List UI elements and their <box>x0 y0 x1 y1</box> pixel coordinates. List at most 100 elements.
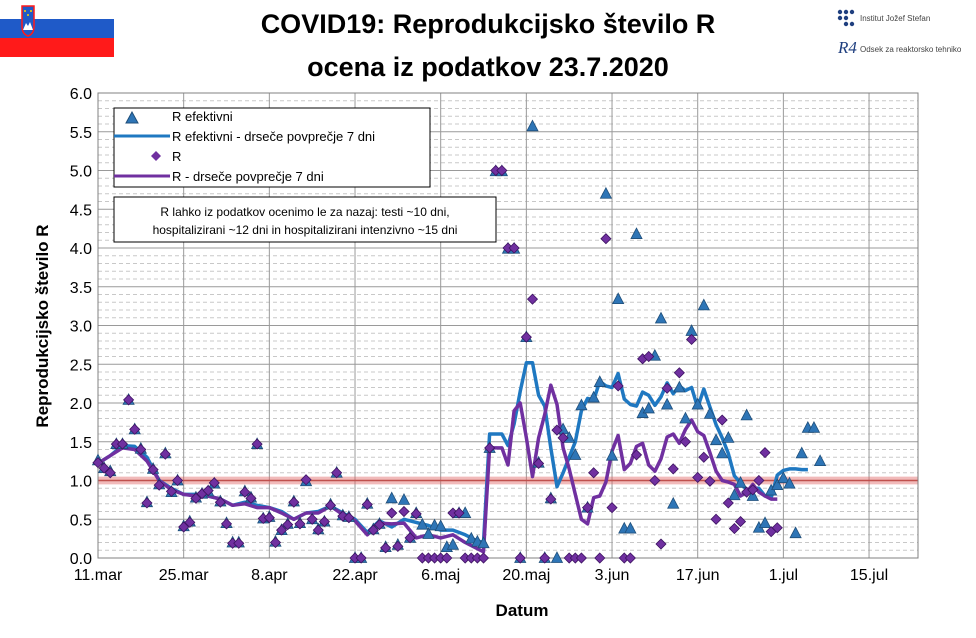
legend-triangle-marker <box>125 110 139 124</box>
x-tick-label: 6.maj <box>421 567 460 584</box>
slovenia-flag-logo <box>0 0 114 57</box>
r-point <box>734 516 747 528</box>
x-tick-label: 1.jul <box>769 567 798 584</box>
r-point <box>123 394 135 406</box>
r-point <box>153 479 165 491</box>
legend-r: R <box>172 149 181 164</box>
r-point <box>698 451 710 463</box>
r-point <box>692 471 704 483</box>
r-eff-point <box>385 491 398 504</box>
r-point <box>630 449 643 461</box>
r-eff-point <box>642 401 655 414</box>
r-point <box>282 519 294 531</box>
r-point <box>728 522 740 535</box>
r-point <box>404 532 416 544</box>
r-point <box>202 485 214 497</box>
r-point <box>300 474 312 486</box>
r-point <box>557 432 569 444</box>
r-point <box>276 524 288 536</box>
r-point <box>220 518 233 530</box>
r-eff-point <box>605 448 619 461</box>
r-point <box>165 485 177 497</box>
r-eff-point <box>716 446 729 459</box>
r-eff-point <box>550 551 564 563</box>
r-eff-point <box>758 516 772 529</box>
r-point <box>441 552 453 564</box>
r-point <box>398 505 410 518</box>
r-point <box>581 502 594 514</box>
r-point <box>710 513 722 525</box>
r-point <box>600 233 612 245</box>
r-eff-point <box>611 292 625 305</box>
r-point <box>373 519 386 531</box>
r-point <box>233 537 245 549</box>
r-eff-point <box>734 475 747 488</box>
chart-title-line1: COVID19: Reprodukcijsko število R <box>260 9 716 39</box>
r-eff-point <box>771 478 784 491</box>
r-point <box>686 333 698 346</box>
x-axis-label: Datum <box>496 601 549 620</box>
r-point <box>129 423 141 435</box>
legend-r-eff: R efektivni <box>172 109 233 124</box>
r-eff-point <box>526 119 539 132</box>
r-point <box>159 448 171 460</box>
r-eff-point <box>709 433 723 446</box>
r-eff-point <box>703 406 717 419</box>
r-point <box>312 524 324 536</box>
annotation-box <box>113 196 497 243</box>
r-point <box>318 516 330 528</box>
r-point <box>533 457 545 470</box>
r-eff-point <box>673 380 686 393</box>
r-point <box>526 293 539 305</box>
y-tick-label: 4.0 <box>70 241 92 258</box>
r-point <box>239 486 251 498</box>
r-point <box>263 512 275 524</box>
series-layer <box>91 119 827 564</box>
r-point <box>575 552 587 564</box>
r-point <box>141 497 153 509</box>
r-point <box>606 502 618 514</box>
legend-r-eff-avg: R efektivni - drseče povprečje 7 dni <box>172 129 375 144</box>
r-point <box>288 496 300 508</box>
r-eff-point <box>691 397 704 410</box>
x-tick-label: 20.maj <box>502 567 550 584</box>
r-eff-point <box>630 227 643 239</box>
r-point <box>722 497 734 509</box>
r-point <box>484 442 496 454</box>
r-point <box>171 474 184 487</box>
r-point <box>245 492 257 504</box>
r-point <box>624 552 636 564</box>
y-tick-label: 0.0 <box>70 551 92 568</box>
r-point <box>135 443 147 456</box>
r-eff-point <box>807 420 821 433</box>
y-tick-label: 3.5 <box>70 280 92 297</box>
r-point <box>667 463 679 475</box>
annotation: R lahko iz podatkov ocenimo le za nazaj:… <box>113 196 497 243</box>
x-tick-label: 8.apr <box>251 567 288 584</box>
r-point <box>753 474 765 487</box>
r-point <box>269 536 282 549</box>
r-point <box>716 414 728 426</box>
x-tick-label: 25.mar <box>159 567 209 584</box>
r-point <box>178 521 190 533</box>
legend-r-avg: R - drseče povprečje 7 dni <box>172 169 324 184</box>
r-eff-point <box>667 496 680 509</box>
r-point <box>545 493 557 505</box>
r-eff-point <box>777 471 790 484</box>
r-eff-point <box>575 398 588 411</box>
threshold-band <box>98 476 918 485</box>
r-point <box>355 552 367 564</box>
x-tick-label: 3.jun <box>595 567 630 584</box>
r-point <box>514 552 526 564</box>
r-eff-point <box>422 527 435 539</box>
r-point <box>588 467 600 479</box>
y-tick-label: 3.0 <box>70 319 92 336</box>
r-point <box>331 467 343 479</box>
r-point <box>704 475 716 487</box>
r-eff-point <box>593 375 606 387</box>
chart-title-line2: ocena iz podatkov 23.7.2020 <box>307 52 669 82</box>
legend: R efektivni R efektivni - drseče povpreč… <box>113 107 431 188</box>
r-point <box>673 367 685 379</box>
r-eff-point <box>722 431 735 443</box>
r-point <box>771 522 783 534</box>
